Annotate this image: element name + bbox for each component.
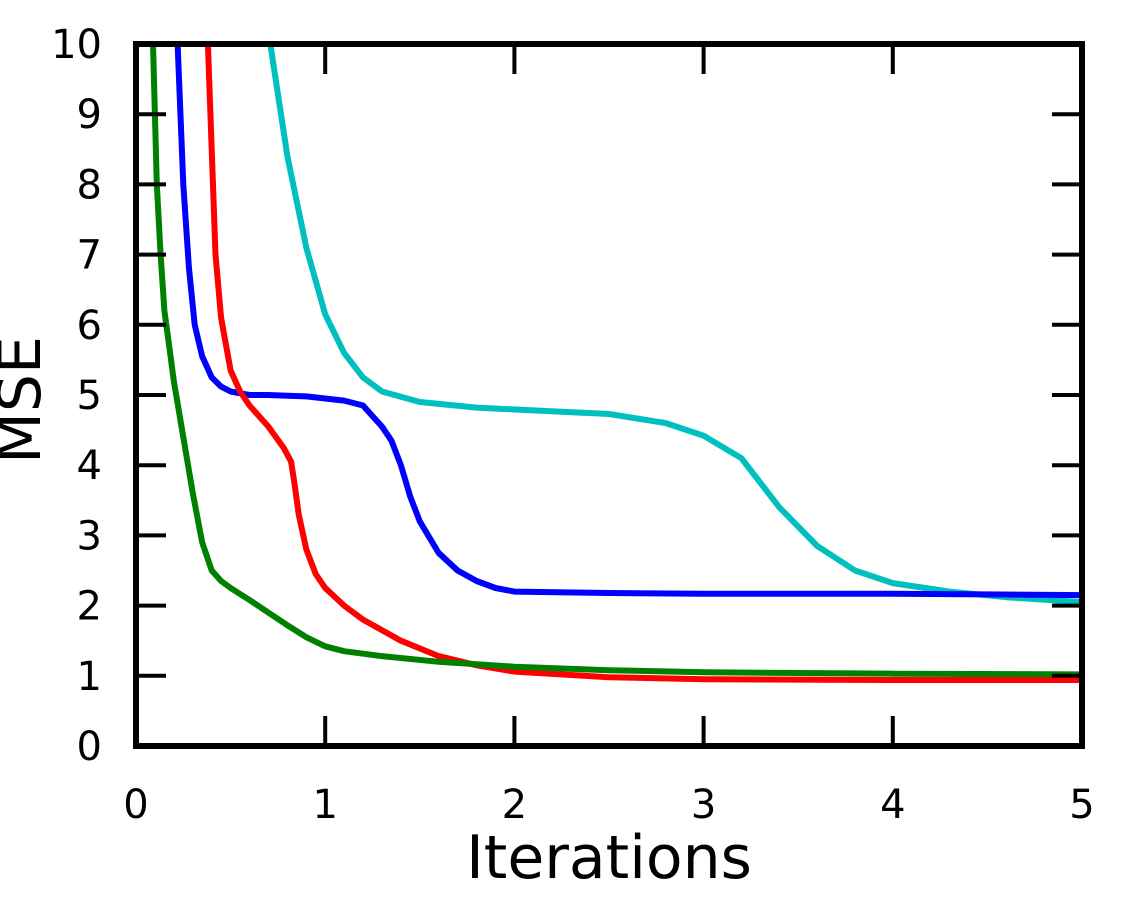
series-line-2 [204,44,1082,683]
series-line-0 [267,44,1082,606]
y-tick-label: 8 [77,162,102,208]
y-axis-label: MSE [0,336,55,464]
y-tick-label: 0 [77,724,102,770]
x-axis-label: Iterations [466,823,752,893]
y-tick-label: 2 [77,584,102,630]
y-tick-label: 5 [77,373,102,419]
series-line-3 [150,44,1082,678]
x-tick-label: 4 [880,782,905,828]
x-tick-label: 1 [312,782,337,828]
y-tick-label: 9 [77,92,102,138]
y-tick-label: 4 [77,443,102,489]
series-line-1 [174,44,1082,599]
y-tick-label: 1 [77,654,102,700]
series-layer [150,44,1082,683]
x-tick-label: 2 [502,782,527,828]
x-tick-label: 3 [691,782,716,828]
y-tick-label: 7 [77,233,102,279]
x-tick-label: 5 [1069,782,1094,828]
y-tick-label: 6 [77,303,102,349]
x-tick-label: 0 [123,782,148,828]
y-tick-label: 3 [77,513,102,559]
plot-frame [133,41,1085,749]
y-tick-label: 10 [51,22,102,68]
tick-layer: 0 1 2 3 4 5 0 1 2 3 4 5 6 7 8 9 10 [51,22,1095,828]
